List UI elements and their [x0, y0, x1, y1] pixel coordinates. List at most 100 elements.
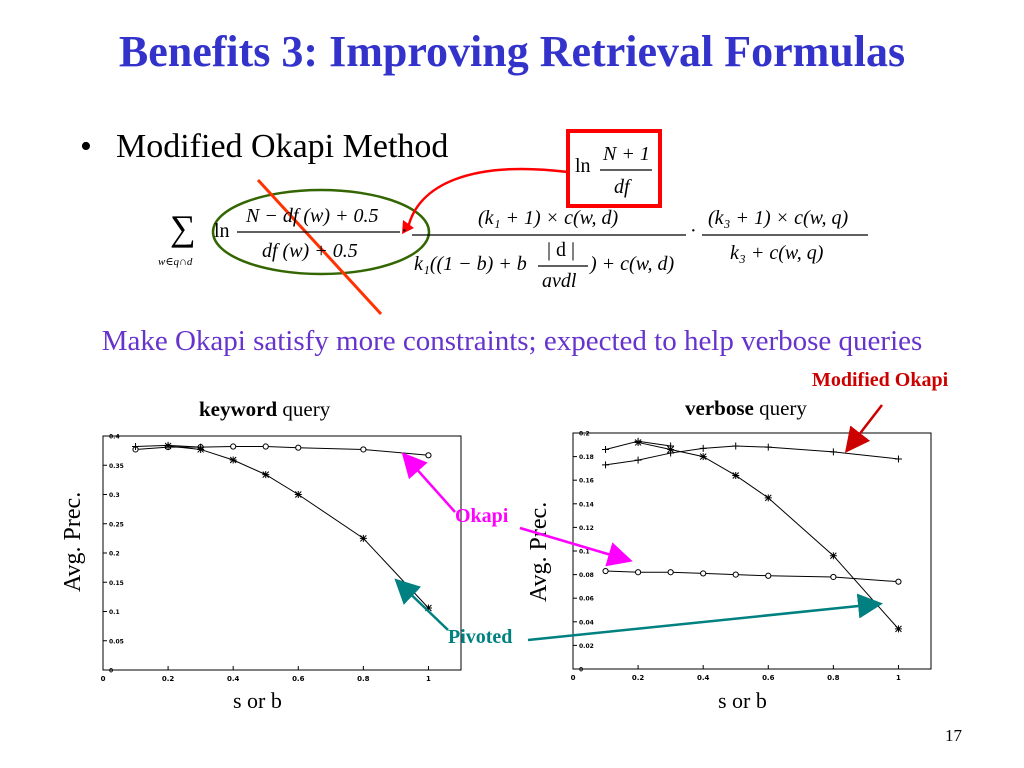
- keyword-data-point: [359, 534, 367, 542]
- verbose-y-tick-label: 0.12: [579, 525, 594, 532]
- verbose-y-tick-label: 0.18: [579, 454, 594, 461]
- idf-denominator: df (w) + 0.5: [262, 240, 358, 262]
- verbose-y-tick-label: 0.14: [579, 501, 594, 508]
- verbose-title-bold: verbose: [685, 396, 754, 420]
- keyword-data-point: [229, 456, 237, 464]
- verbose-y-tick-label: 0.02: [579, 643, 594, 650]
- verbose-data-point: [602, 567, 609, 575]
- verbose-y-tick-label: 0: [579, 667, 583, 674]
- tf-denominator-right: ) + c(w, d): [590, 253, 675, 275]
- keyword-x-label: s or b: [233, 688, 282, 713]
- pivoted-label: Pivoted: [448, 626, 513, 648]
- keyword-data-point: [424, 604, 432, 612]
- okapi-arrow-left: [401, 452, 456, 513]
- keyword-x-tick-label: 0.2: [162, 675, 175, 683]
- verbose-series-line-0: [605, 445, 899, 466]
- constraint-statement: Make Okapi satisfy more constraints; exp…: [101, 325, 923, 357]
- verbose-x-label: s or b: [718, 688, 767, 713]
- verbose-data-point: [732, 471, 740, 479]
- pivoted-arrow-left: [394, 578, 449, 631]
- dot-2: ·: [690, 220, 697, 242]
- idf-ln: ln: [214, 220, 230, 242]
- keyword-title-rest: query: [277, 397, 331, 421]
- verbose-data-point: [732, 442, 740, 450]
- keyword-data-point: [360, 446, 367, 453]
- tf-doclen-numerator: | d |: [547, 239, 576, 261]
- keyword-title-bold: keyword: [199, 397, 278, 421]
- verbose-data-point: [732, 571, 739, 578]
- verbose-data-point: [829, 448, 837, 456]
- verbose-y-tick-label: 0.06: [579, 596, 594, 603]
- replacement-denominator: df: [614, 176, 630, 198]
- verbose-x-tick-label: 0.2: [632, 674, 645, 682]
- keyword-data-point: [294, 491, 302, 498]
- verbose-data-point: [829, 552, 837, 560]
- verbose-y-tick-label: 0.16: [579, 478, 594, 485]
- verbose-data-point: [634, 438, 642, 446]
- replacement-arrow: [406, 167, 569, 229]
- keyword-x-tick-label: 0.8: [357, 675, 370, 683]
- keyword-y-tick-label: 0: [109, 668, 113, 675]
- verbose-data-point: [634, 456, 642, 464]
- verbose-query-chart: 0 0.2 0.4 0.6 0.8 1 0 0.02 0.04 0.06 0.08 0.1 0.12 0.…: [571, 431, 932, 682]
- replacement-arrowhead: [402, 220, 414, 234]
- formula-graphics: [211, 129, 868, 316]
- replacement-numerator: N + 1: [603, 143, 650, 165]
- replacement-box: [566, 129, 662, 208]
- verbose-data-point: [699, 453, 707, 461]
- keyword-data-point: [164, 442, 172, 450]
- keyword-x-tick-label: 0: [101, 675, 106, 683]
- verbose-data-point: [667, 569, 674, 576]
- verbose-data-point: [700, 570, 707, 577]
- tf-numerator: (k₁ + 1) × c(w, d): [478, 207, 619, 229]
- keyword-y-tick-label: 0.05: [109, 638, 124, 645]
- keyword-data-point: [197, 445, 205, 453]
- verbose-y-tick-label: 0.08: [579, 572, 594, 579]
- verbose-data-point: [602, 461, 610, 469]
- modified-okapi-label: Modified Okapi: [812, 369, 949, 391]
- dot-1: ·: [401, 220, 408, 242]
- slide-number: 17: [945, 726, 962, 745]
- keyword-data-point: [262, 443, 269, 450]
- verbose-chart-title: verbose query: [685, 396, 807, 421]
- verbose-data-point: [894, 455, 902, 463]
- verbose-data-point: [667, 446, 675, 454]
- keyword-x-tick-label: 0.4: [227, 675, 240, 683]
- pivoted-arrow-right: [527, 593, 883, 642]
- keyword-y-tick-label: 0.2: [109, 551, 120, 558]
- keyword-series-line-0: [135, 446, 429, 456]
- tf-doclen-denominator: avdl: [542, 270, 577, 292]
- verbose-data-point: [764, 494, 772, 502]
- keyword-y-tick-label: 0.15: [109, 580, 124, 587]
- verbose-data-point: [895, 578, 902, 585]
- keyword-data-point: [295, 444, 302, 451]
- bullet-item: • Modified Okapi Method: [80, 128, 448, 166]
- qtf-numerator: (k₃ + 1) × c(w, q): [708, 207, 849, 229]
- verbose-data-point: [894, 625, 902, 633]
- keyword-y-tick-label: 0.25: [109, 521, 124, 528]
- qtf-denominator: k₃ + c(w, q): [730, 242, 824, 264]
- sum-subscript: w∈q∩d: [158, 256, 193, 268]
- idf-ellipse: [211, 188, 431, 276]
- verbose-y-tick-label: 0.2: [579, 431, 590, 438]
- replacement-ln: ln: [575, 155, 591, 177]
- tf-denominator-left: k₁((1 − b) + b: [414, 253, 527, 275]
- idf-numerator: N − df (w) + 0.5: [246, 205, 379, 227]
- slide-title: Benefits 3: Improving Retrieval Formulas: [118, 27, 906, 76]
- keyword-data-point: [262, 471, 270, 479]
- keyword-query-chart: 0 0.2 0.4 0.6 0.8 1 0 0.05 0.1 0.15 0.2 0.25 0.3 0.35…: [101, 434, 462, 683]
- verbose-title-rest: query: [753, 396, 807, 420]
- verbose-data-point: [602, 446, 610, 454]
- keyword-data-point: [230, 443, 237, 450]
- verbose-x-tick-label: 0: [571, 674, 576, 682]
- strike-line: [256, 178, 383, 316]
- okapi-label: Okapi: [455, 505, 509, 527]
- keyword-y-tick-label: 0.35: [109, 463, 124, 470]
- keyword-data-point: [132, 443, 140, 451]
- verbose-x-tick-label: 0.8: [827, 674, 840, 682]
- verbose-y-tick-label: 0.1: [579, 549, 590, 556]
- okapi-arrow-right: [519, 526, 633, 567]
- verbose-x-tick-label: 0.4: [697, 674, 710, 682]
- keyword-chart-title: keyword query: [199, 397, 330, 422]
